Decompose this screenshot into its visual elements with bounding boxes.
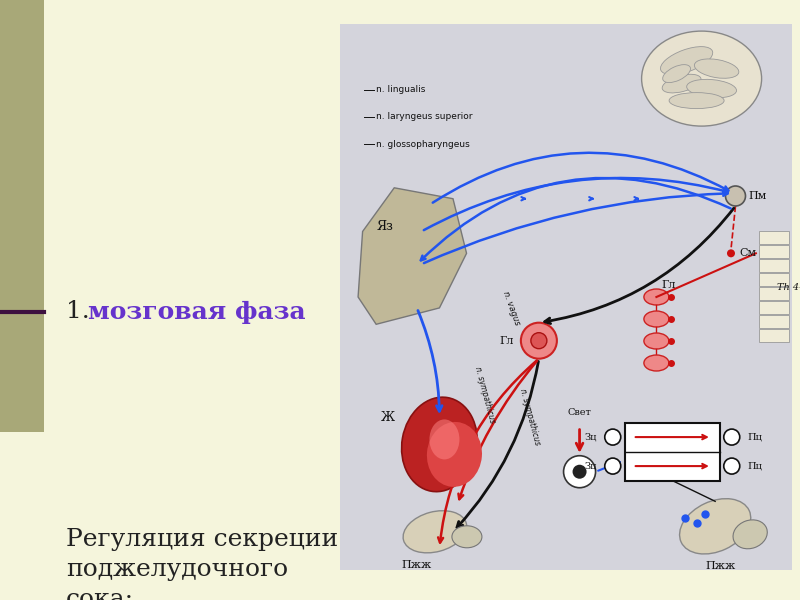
Bar (759, 301, 789, 314)
Bar (759, 316, 789, 328)
Ellipse shape (430, 419, 459, 460)
Circle shape (727, 250, 735, 257)
Circle shape (531, 332, 547, 349)
Circle shape (726, 186, 746, 206)
Bar (759, 287, 789, 301)
Bar (759, 232, 789, 244)
Ellipse shape (644, 333, 669, 349)
Text: n. glossopharyngeus: n. glossopharyngeus (376, 140, 470, 149)
Text: Гл: Гл (499, 335, 514, 346)
Text: Свет: Свет (568, 408, 591, 417)
Bar (759, 245, 789, 259)
Text: n. lingualis: n. lingualis (376, 85, 426, 94)
Bar (625, 422, 720, 481)
Bar (759, 259, 789, 272)
Ellipse shape (644, 289, 669, 305)
Ellipse shape (669, 92, 724, 109)
Ellipse shape (694, 59, 739, 78)
Ellipse shape (662, 65, 690, 83)
Ellipse shape (686, 79, 737, 98)
Circle shape (605, 429, 621, 445)
Text: Пжж: Пжж (402, 560, 432, 569)
Bar (340, 24, 792, 570)
Text: мозговая фаза: мозговая фаза (88, 300, 306, 324)
Text: n. vagus: n. vagus (502, 290, 522, 326)
Polygon shape (358, 188, 466, 324)
Ellipse shape (644, 355, 669, 371)
Bar (759, 274, 789, 286)
Text: Зц: Зц (584, 433, 597, 442)
Circle shape (563, 456, 595, 488)
Text: Th 4–12: Th 4–12 (777, 283, 800, 292)
Bar (759, 329, 789, 343)
Circle shape (724, 429, 740, 445)
Ellipse shape (403, 511, 466, 553)
Ellipse shape (402, 397, 478, 491)
Bar (0, 0, 44, 432)
Text: Регуляция секреции
поджелудочного
сока:: Регуляция секреции поджелудочного сока: (66, 528, 338, 600)
Text: n. sympathicus: n. sympathicus (473, 366, 497, 425)
Text: Яз: Яз (376, 220, 393, 233)
Ellipse shape (679, 499, 750, 554)
Circle shape (605, 458, 621, 474)
Text: Пц: Пц (748, 461, 762, 470)
Ellipse shape (452, 526, 482, 548)
Ellipse shape (661, 47, 713, 74)
Text: Пц: Пц (748, 433, 762, 442)
Circle shape (521, 323, 557, 359)
Text: Пжж: Пжж (705, 562, 735, 571)
Ellipse shape (662, 74, 701, 93)
Text: Ж: Ж (381, 410, 395, 424)
Text: n. sympathicus: n. sympathicus (518, 388, 542, 446)
Text: 1.: 1. (66, 300, 98, 323)
Ellipse shape (642, 31, 762, 126)
Circle shape (724, 458, 740, 474)
Ellipse shape (644, 311, 669, 327)
Circle shape (573, 465, 586, 479)
Text: Пм: Пм (749, 191, 766, 201)
Text: Зц: Зц (584, 461, 597, 470)
Ellipse shape (427, 422, 482, 487)
Text: См: См (739, 248, 756, 259)
Text: Гл: Гл (662, 280, 676, 290)
Text: n. laryngeus superior: n. laryngeus superior (376, 112, 473, 121)
Ellipse shape (733, 520, 767, 549)
